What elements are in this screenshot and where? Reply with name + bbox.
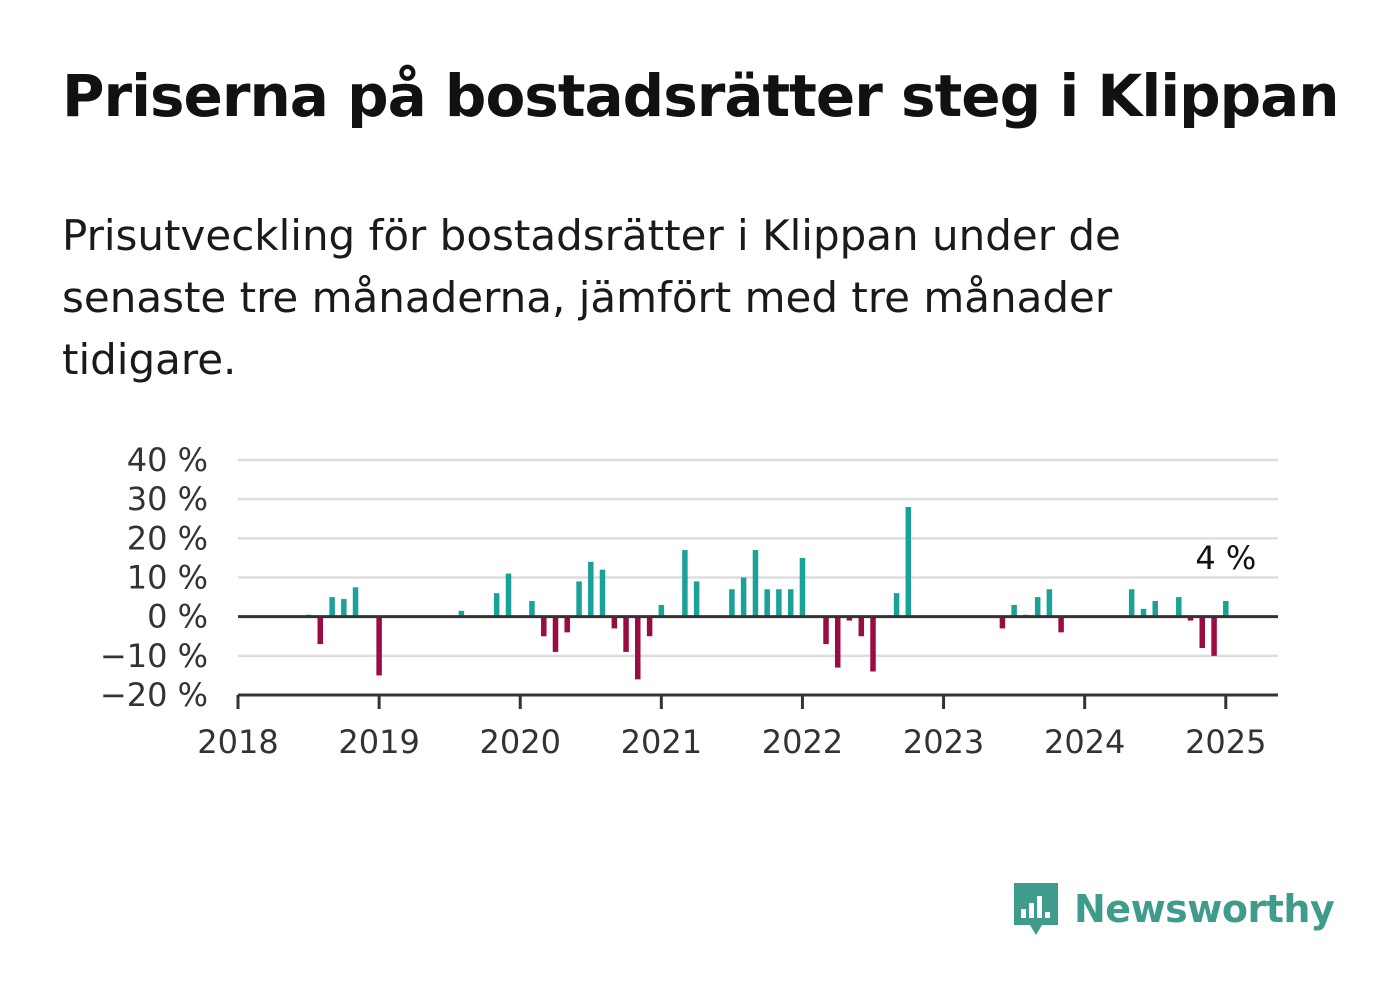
x-tick-label: 2019 bbox=[338, 723, 419, 761]
bar bbox=[834, 616, 841, 668]
bar bbox=[576, 581, 582, 617]
y-tick-label: 0 % bbox=[147, 598, 208, 636]
newsworthy-logo-icon bbox=[1014, 883, 1058, 935]
bar bbox=[1187, 616, 1194, 621]
bar bbox=[341, 599, 347, 617]
bar-chart: 40 %30 %20 %10 %0 %−10 %−20 % 2018 2019 20… bbox=[100, 441, 1278, 761]
bar bbox=[458, 610, 465, 617]
bar bbox=[787, 589, 794, 617]
bar bbox=[1211, 616, 1217, 656]
bar bbox=[599, 569, 606, 617]
x-tick-label: 2022 bbox=[762, 723, 843, 761]
bar bbox=[317, 616, 324, 645]
bar bbox=[740, 577, 747, 617]
x-tick-label: 2020 bbox=[480, 723, 561, 761]
bar bbox=[846, 616, 853, 621]
bar bbox=[1011, 604, 1017, 617]
bar bbox=[588, 561, 594, 617]
bar bbox=[552, 616, 559, 652]
bar bbox=[1140, 608, 1147, 617]
bar bbox=[729, 589, 735, 617]
brand-name: Newsworthy bbox=[1074, 887, 1335, 931]
bar bbox=[529, 601, 535, 617]
bar bbox=[1128, 589, 1135, 617]
bar bbox=[329, 597, 335, 617]
chart-title: Priserna på bostadsrätter steg i Klippan bbox=[62, 62, 1340, 130]
latest-value-label: 4 % bbox=[1195, 539, 1256, 577]
bar bbox=[905, 507, 912, 617]
bar bbox=[1046, 589, 1053, 617]
bar bbox=[858, 616, 865, 637]
y-tick-label: 20 % bbox=[127, 519, 208, 557]
bar bbox=[1176, 597, 1182, 617]
chart-subtitle: Prisutveckling för bostadsrätter i Klipp… bbox=[62, 211, 1121, 384]
bars bbox=[305, 507, 1229, 680]
y-tick-label: 10 % bbox=[127, 559, 208, 597]
bar bbox=[1034, 597, 1041, 617]
bar bbox=[1152, 601, 1158, 617]
x-tick-label: 2023 bbox=[903, 723, 984, 761]
y-tick-label: 30 % bbox=[127, 480, 208, 518]
bar bbox=[682, 550, 688, 617]
bar bbox=[623, 616, 629, 652]
x-tick-label: 2024 bbox=[1044, 723, 1125, 761]
bar bbox=[564, 616, 570, 633]
y-tick-label: −20 % bbox=[100, 676, 208, 714]
bar bbox=[752, 550, 759, 617]
bar bbox=[823, 616, 829, 645]
bar bbox=[1058, 616, 1064, 633]
bar bbox=[635, 616, 641, 680]
brand-logo: Newsworthy bbox=[1010, 878, 1335, 940]
bar bbox=[764, 589, 770, 617]
bar bbox=[505, 573, 512, 617]
y-axis-tick-labels: 40 %30 %20 %10 %0 %−10 %−20 % bbox=[100, 441, 208, 714]
bar bbox=[893, 593, 900, 617]
bar bbox=[1199, 616, 1205, 648]
bar bbox=[999, 616, 1006, 629]
bar bbox=[1223, 601, 1229, 617]
bar bbox=[541, 616, 547, 637]
y-tick-label: 40 % bbox=[127, 441, 208, 479]
bar bbox=[376, 616, 382, 676]
bar bbox=[658, 604, 665, 617]
bar bbox=[352, 587, 359, 617]
bar bbox=[799, 557, 806, 617]
x-tick-label: 2025 bbox=[1185, 723, 1266, 761]
bar bbox=[646, 616, 653, 637]
x-axis-tick-labels: 2018 2019 2020 2021 2022 2023 2024 2025 bbox=[197, 723, 1266, 761]
bar bbox=[870, 616, 876, 672]
bar bbox=[776, 589, 782, 617]
bar bbox=[493, 593, 500, 617]
y-tick-label: −10 % bbox=[100, 637, 208, 675]
bar bbox=[611, 616, 618, 629]
x-tick-label: 2018 bbox=[197, 723, 278, 761]
axes bbox=[236, 615, 1278, 709]
bar bbox=[693, 581, 700, 617]
x-tick-label: 2021 bbox=[621, 723, 702, 761]
annotations: 4 % bbox=[1192, 536, 1259, 580]
grid-lines bbox=[238, 458, 1278, 658]
